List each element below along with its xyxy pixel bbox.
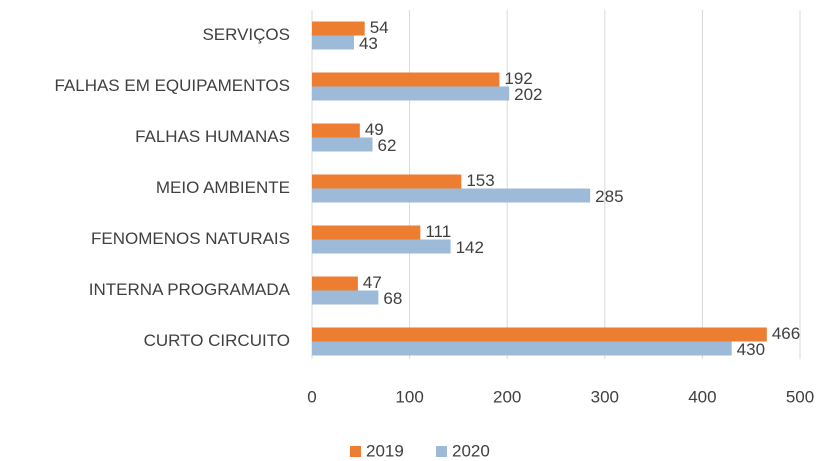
data-label: 192 [504,69,532,88]
y-tick-label: FENOMENOS NATURAIS [91,229,290,248]
bar [312,86,510,101]
data-label: 49 [365,120,384,139]
data-label: 285 [595,187,623,206]
bar [312,123,360,138]
bar [312,21,365,36]
bar [312,341,732,356]
data-label: 466 [772,324,800,343]
bar [312,290,379,305]
x-tick-label: 500 [786,387,814,406]
y-tick-label: MEIO AMBIENTE [156,178,290,197]
x-tick-label: 0 [307,387,316,406]
y-tick-label: FALHAS HUMANAS [135,127,290,146]
bar [312,239,451,254]
data-label: 47 [363,273,382,292]
data-label: 43 [359,34,378,53]
legend-label: 2019 [366,441,404,460]
y-tick-label: FALHAS EM EQUIPAMENTOS [54,76,290,95]
data-label: 62 [378,136,397,155]
data-label: 202 [514,85,542,104]
data-label: 153 [466,171,494,190]
y-tick-label: CURTO CIRCUITO [144,331,290,350]
data-label: 68 [383,289,402,308]
data-label: 142 [456,238,484,257]
x-tick-label: 400 [688,387,716,406]
data-label: 111 [425,222,451,241]
bar [312,188,591,203]
legend-swatch [436,446,447,457]
x-tick-label: 100 [395,387,423,406]
bar [312,174,462,189]
bar [312,327,767,342]
x-tick-label: 300 [591,387,619,406]
bar [312,225,421,240]
data-label: 54 [370,18,389,37]
x-tick-label: 200 [493,387,521,406]
legend-swatch [350,446,361,457]
data-label: 430 [737,340,765,359]
legend-label: 2020 [452,441,490,460]
y-tick-label: INTERNA PROGRAMADA [89,280,291,299]
y-tick-label: SERVIÇOS [202,25,290,44]
bar [312,72,500,87]
bar [312,137,373,152]
bar [312,276,358,291]
bar [312,35,354,50]
